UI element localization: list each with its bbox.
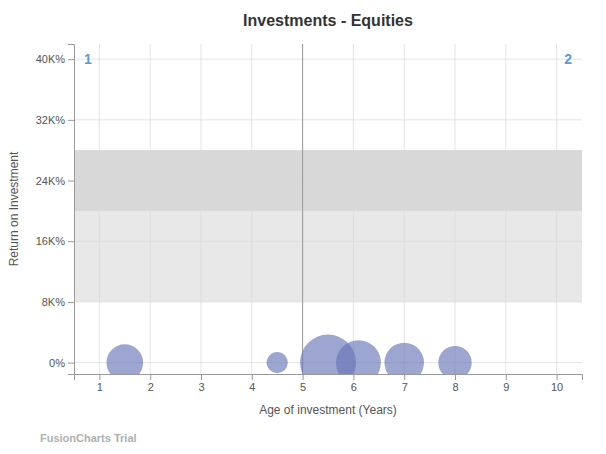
y-tick-label: 0%	[49, 357, 65, 369]
bubble	[336, 340, 381, 374]
y-tick-label: 40K%	[36, 53, 66, 65]
y-tick: 24K%	[36, 175, 74, 187]
x-tick-label: 1	[97, 381, 103, 393]
x-tick-mark	[99, 374, 100, 380]
x-tick: 1	[97, 374, 103, 393]
x-tick: 3	[198, 374, 204, 393]
y-tick-mark	[68, 302, 74, 303]
x-tick-label: 10	[551, 381, 563, 393]
plot: 1 2 3 4 5 6 7 8 9 10 0% 8K% 16K% 24K% 32K% 40K% 1 2	[36, 44, 583, 393]
x-tick-label: 8	[452, 381, 458, 393]
y-tick-mark	[68, 181, 74, 182]
bubbles	[106, 335, 471, 374]
y-tick-label: 8K%	[42, 296, 65, 308]
x-tick: 8	[452, 374, 458, 393]
x-tick: 5	[300, 374, 306, 393]
x-tick-mark	[404, 374, 405, 380]
bubble	[106, 344, 143, 374]
x-axis: 1 2 3 4 5 6 7 8 9 10	[75, 374, 583, 393]
quadrant-label: 1	[84, 51, 92, 67]
x-tick: 6	[351, 374, 357, 393]
y-tick: 8K%	[42, 296, 74, 308]
x-tick-mark	[150, 374, 151, 380]
x-tick-mark	[201, 374, 202, 380]
grid-line-x	[353, 44, 354, 374]
x-tick: 4	[249, 374, 255, 393]
x-tick-label: 6	[351, 381, 357, 393]
x-tick-label: 2	[148, 381, 154, 393]
bubble	[438, 346, 471, 374]
y-tick-mark	[68, 241, 74, 242]
grid-line-x	[505, 44, 506, 374]
grid-line-x	[99, 44, 100, 374]
x-tick-mark	[506, 374, 507, 380]
y-tick-mark	[68, 363, 74, 364]
grid-line-x	[556, 44, 557, 374]
y-tick: 32K%	[36, 114, 74, 126]
x-tick: 7	[402, 374, 408, 393]
x-tick-mark	[353, 374, 354, 380]
y-tick-label: 16K%	[36, 235, 66, 247]
grid-line-x	[455, 44, 456, 374]
y-tick-mark	[68, 59, 74, 60]
x-tick-mark	[252, 374, 253, 380]
x-tick-mark	[303, 374, 304, 380]
x-tick-label: 3	[198, 381, 204, 393]
quadrant-label: 2	[564, 51, 572, 67]
x-tick-label: 5	[300, 381, 306, 393]
x-tick-mark	[557, 374, 558, 380]
x-tick-label: 4	[249, 381, 255, 393]
x-tick-label: 7	[402, 381, 408, 393]
y-tick: 0%	[49, 357, 74, 369]
y-tick-label: 24K%	[36, 175, 66, 187]
grid-line-x	[201, 44, 202, 374]
divider-line	[302, 44, 303, 374]
y-tick-label: 32K%	[36, 114, 66, 126]
x-axis-title: Age of investment (Years)	[259, 403, 397, 417]
x-tick-mark	[455, 374, 456, 380]
watermark: FusionCharts Trial	[40, 432, 137, 444]
grid-line-x	[150, 44, 151, 374]
x-axis-line	[75, 375, 583, 381]
x-tick: 2	[148, 374, 154, 393]
bubble	[267, 352, 288, 373]
chart-svg: 1 2 3 4 5 6 7 8 9 10 0% 8K% 16K% 24K% 32K% 40K% 1 2 Invest…	[0, 0, 606, 454]
plot-area	[74, 44, 582, 374]
y-axis: 0% 8K% 16K% 24K% 32K% 40K%	[36, 45, 75, 375]
y-tick: 16K%	[36, 235, 74, 247]
x-tick: 9	[503, 374, 509, 393]
y-axis-line	[68, 45, 75, 375]
grid-line-x	[404, 44, 405, 374]
bubble	[384, 343, 424, 374]
y-tick-mark	[68, 120, 74, 121]
x-tick: 10	[551, 374, 563, 393]
grid-line-x	[302, 44, 303, 374]
chart-container: 1 2 3 4 5 6 7 8 9 10 0% 8K% 16K% 24K% 32K% 40K% 1 2 Invest…	[0, 0, 606, 454]
y-axis-title: Return on Investment	[7, 151, 21, 266]
x-tick-label: 9	[503, 381, 509, 393]
grid-line-x	[251, 44, 252, 374]
y-tick: 40K%	[36, 53, 74, 65]
chart-title: Investments - Equities	[243, 12, 413, 29]
